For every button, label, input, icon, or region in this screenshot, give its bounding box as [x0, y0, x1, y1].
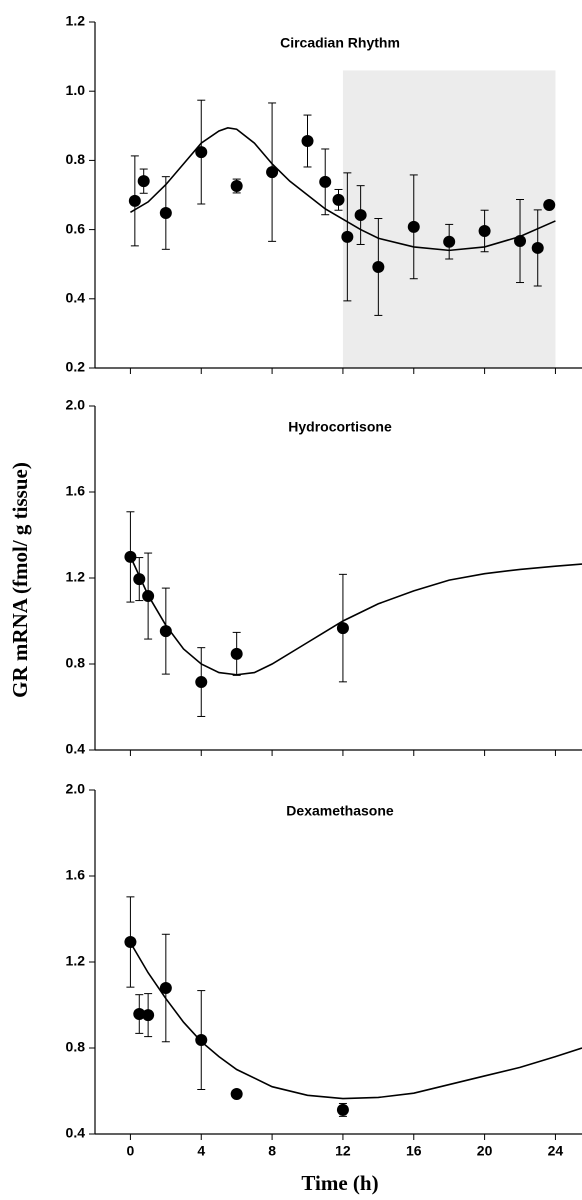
- data-point: [230, 1088, 243, 1101]
- data-point: [124, 936, 137, 949]
- y-tick-label: 0.2: [66, 359, 86, 375]
- shaded-region: [342, 70, 556, 368]
- data-point: [354, 209, 367, 222]
- data-point: [266, 166, 279, 179]
- y-axis-title: GR mRNA (fmol/ g tissue): [8, 462, 32, 698]
- data-point: [332, 193, 345, 206]
- x-tick-label: 0: [127, 1143, 135, 1159]
- y-tick-label: 1.6: [66, 867, 86, 883]
- data-point: [159, 206, 172, 219]
- y-tick-label: 1.6: [66, 483, 86, 499]
- data-point: [301, 135, 314, 148]
- data-point: [195, 1034, 208, 1047]
- y-tick-label: 0.4: [66, 1125, 86, 1141]
- fit-curve: [130, 127, 556, 252]
- data-point: [372, 260, 385, 273]
- data-point: [195, 676, 208, 689]
- data-point: [124, 550, 137, 563]
- data-point: [478, 224, 491, 237]
- data-point: [128, 194, 141, 207]
- data-point: [159, 982, 172, 995]
- y-tick-label: 0.8: [66, 1039, 86, 1055]
- data-point: [142, 1009, 155, 1022]
- data-point: [133, 1008, 146, 1021]
- x-axis-title: Time (h): [301, 1171, 378, 1195]
- data-point: [137, 175, 150, 188]
- data-point: [407, 220, 420, 233]
- y-tick-label: 0.8: [66, 151, 86, 167]
- y-tick-label: 1.2: [66, 569, 86, 585]
- fit-curve: [129, 556, 582, 676]
- y-tick-label: 1.2: [66, 13, 86, 29]
- data-point: [230, 180, 243, 193]
- x-tick-label: 24: [548, 1143, 564, 1159]
- fit-curve: [129, 942, 582, 1100]
- data-point: [443, 235, 456, 248]
- data-point: [341, 230, 354, 243]
- panel-title: Circadian Rhythm: [280, 35, 400, 51]
- y-tick-label: 0.8: [66, 655, 86, 671]
- data-point: [543, 199, 556, 212]
- data-point: [336, 622, 349, 635]
- data-point: [142, 590, 155, 603]
- data-point: [133, 573, 146, 586]
- data-point: [159, 625, 172, 638]
- data-point: [319, 175, 332, 188]
- y-tick-label: 2.0: [66, 781, 86, 797]
- y-tick-label: 1.2: [66, 953, 86, 969]
- data-point: [195, 146, 208, 159]
- data-point: [531, 241, 544, 254]
- data-point: [336, 1103, 349, 1116]
- x-tick-label: 12: [335, 1143, 351, 1159]
- y-tick-label: 0.6: [66, 220, 86, 236]
- panel-title: Hydrocortisone: [288, 419, 392, 435]
- y-tick-label: 0.4: [66, 290, 86, 306]
- x-tick-label: 8: [268, 1143, 276, 1159]
- x-tick-label: 4: [197, 1143, 205, 1159]
- data-point: [514, 235, 527, 248]
- y-tick-label: 1.0: [66, 82, 86, 98]
- x-tick-label: 20: [477, 1143, 493, 1159]
- panel-title: Dexamethasone: [286, 803, 394, 819]
- x-tick-label: 16: [406, 1143, 422, 1159]
- data-point: [230, 647, 243, 660]
- y-tick-label: 0.4: [66, 741, 86, 757]
- y-tick-label: 2.0: [66, 397, 86, 413]
